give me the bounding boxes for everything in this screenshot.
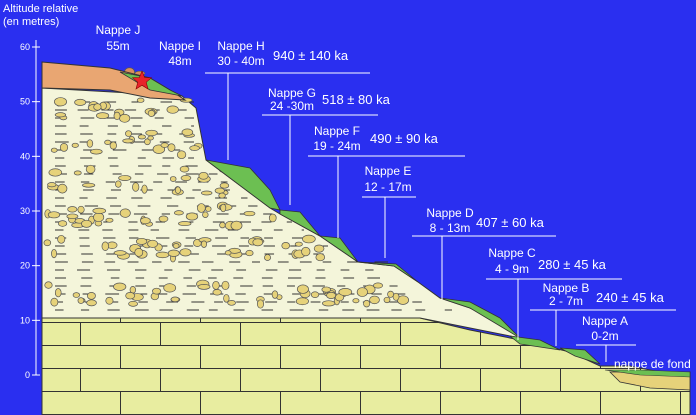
y-tick-label: 10 <box>20 315 30 325</box>
axis-title-line2: (en metres) <box>3 16 59 28</box>
terrace-label-f: Nappe F 19 - 24m 490 ± 90 ka <box>313 124 438 153</box>
svg-text:518 ± 80 ka: 518 ± 80 ka <box>322 92 391 107</box>
svg-text:48m: 48m <box>168 54 191 68</box>
svg-text:407 ± 60 ka: 407 ± 60 ka <box>476 215 545 230</box>
terrace-e-green <box>357 261 419 283</box>
y-tick-label: 0 <box>25 370 30 380</box>
terrace-label-i: Nappe I 48m <box>159 39 201 68</box>
svg-text:Nappe D: Nappe D <box>426 206 474 220</box>
terrace-label-g: Nappe G 24 -30m 518 ± 80 ka <box>268 86 391 113</box>
y-axis-ticks: 60 50 40 30 20 10 0 <box>20 42 40 380</box>
terrace-b-green <box>559 347 601 365</box>
orange-layer <box>41 61 187 101</box>
svg-text:8 - 13m: 8 - 13m <box>430 221 471 235</box>
channel-green <box>604 369 691 378</box>
svg-text:Nappe B: Nappe B <box>543 281 590 295</box>
svg-text:19 - 24m: 19 - 24m <box>313 139 360 153</box>
y-tick-label: 20 <box>20 261 30 271</box>
svg-text:2 - 7m: 2 - 7m <box>549 294 583 308</box>
terrace-label-e: Nappe E 12 - 17m <box>364 164 411 194</box>
y-tick-label: 60 <box>20 42 30 52</box>
svg-text:Nappe E: Nappe E <box>365 164 412 178</box>
svg-text:240 ± 45 ka: 240 ± 45 ka <box>596 290 665 305</box>
terrace-h-green <box>205 159 281 211</box>
svg-text:30 - 40m: 30 - 40m <box>217 54 264 68</box>
svg-text:Nappe I: Nappe I <box>159 39 201 53</box>
y-tick-label: 30 <box>20 206 30 216</box>
svg-text:Nappe F: Nappe F <box>314 124 360 138</box>
terrace-label-a: Nappe A 0-2m <box>582 314 628 343</box>
axis-title-line1: Altitude relative <box>3 3 78 15</box>
terrace-leaders <box>205 72 676 362</box>
svg-text:4 - 9m: 4 - 9m <box>495 262 529 276</box>
svg-text:24 -30m: 24 -30m <box>270 99 314 113</box>
svg-text:280 ± 45 ka: 280 ± 45 ka <box>538 257 607 272</box>
svg-text:Nappe C: Nappe C <box>488 246 536 260</box>
sample-star-icon <box>131 70 153 90</box>
terrace-f-green <box>319 235 359 263</box>
svg-text:940 ± 140 ka: 940 ± 140 ka <box>273 48 349 63</box>
svg-text:490 ± 90 ka: 490 ± 90 ka <box>370 131 439 146</box>
svg-text:Nappe J: Nappe J <box>96 23 141 37</box>
y-tick-label: 50 <box>20 97 30 107</box>
svg-text:12 - 17m: 12 - 17m <box>364 180 411 194</box>
bottom-label: nappe de fond <box>614 357 691 371</box>
svg-text:55m: 55m <box>106 39 129 53</box>
svg-text:0-2m: 0-2m <box>591 329 618 343</box>
pebble-beds <box>43 67 409 309</box>
terrace-c-green <box>508 335 561 351</box>
terrace-label-c: Nappe C 4 - 9m 280 ± 45 ka <box>488 246 606 276</box>
terrace-label-h: Nappe H 30 - 40m 940 ± 140 ka <box>217 39 349 68</box>
terrace-d-green <box>439 297 521 339</box>
alluvial-dashes <box>55 101 452 311</box>
terrace-label-b: Nappe B 2 - 7m 240 ± 45 ka <box>543 281 665 308</box>
svg-text:Nappe H: Nappe H <box>217 39 264 53</box>
svg-text:Nappe A: Nappe A <box>582 314 628 328</box>
y-tick-label: 40 <box>20 151 30 161</box>
terrace-label-j: Nappe J 55m <box>96 23 141 53</box>
terrace-label-d: Nappe D 8 - 13m 407 ± 60 ka <box>426 206 544 235</box>
svg-text:Nappe G: Nappe G <box>268 86 316 100</box>
